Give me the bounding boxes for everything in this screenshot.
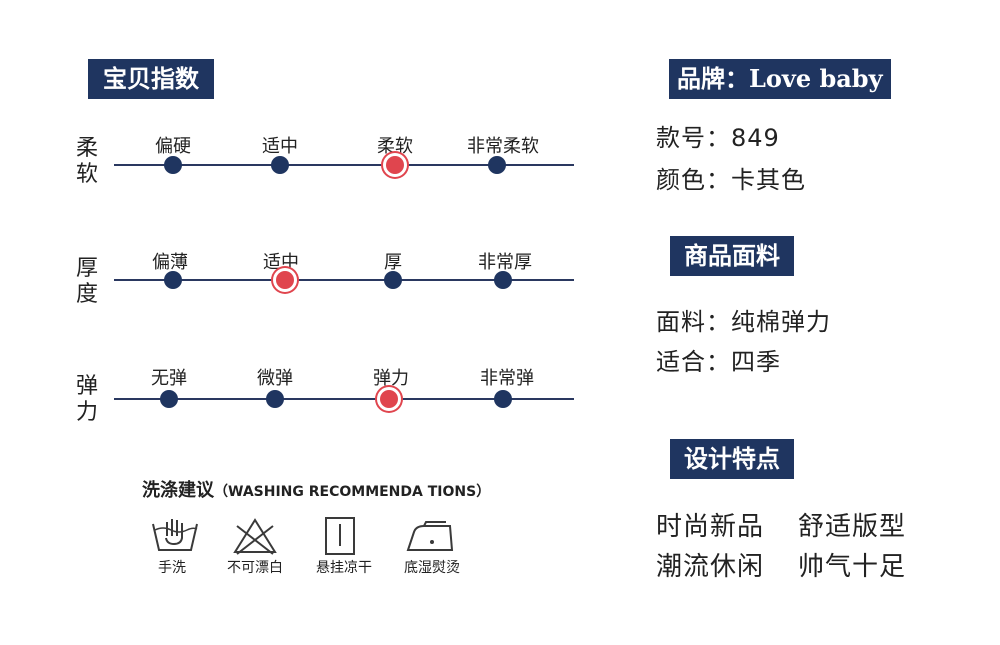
thickness-scale-line <box>114 279 574 281</box>
thickness-dot-3 <box>384 271 402 289</box>
design-feature-1: 时尚新品 <box>656 512 765 542</box>
elasticity-level-1: 无弹 <box>151 368 187 389</box>
softness-level-2: 适中 <box>262 136 298 157</box>
thickness-dot-4 <box>494 271 512 289</box>
fabric-material: 面料：纯棉弹力 <box>656 308 831 336</box>
softness-level-3: 柔软 <box>377 136 413 157</box>
fabric-title: 商品面料 <box>670 236 794 276</box>
hand-wash-icon <box>152 519 198 551</box>
softness-level-4: 非常柔软 <box>467 136 539 157</box>
thickness-dot-selected <box>276 271 294 289</box>
elasticity-scale-line <box>114 398 574 400</box>
thickness-level-2: 适中 <box>263 252 299 273</box>
thickness-level-4: 非常厚 <box>478 252 532 273</box>
thickness-level-3: 厚 <box>384 252 402 273</box>
softness-level-1: 偏硬 <box>155 136 191 157</box>
wash-label-no-bleach: 不可漂白 <box>227 560 283 576</box>
softness-dot-selected <box>386 156 404 174</box>
elasticity-level-4: 非常弹 <box>480 368 534 389</box>
elasticity-level-3: 弹力 <box>373 368 409 389</box>
row-label-elasticity: 弹力 <box>75 374 98 425</box>
elasticity-dot-selected <box>380 390 398 408</box>
washing-title: 洗涤建议（WASHING RECOMMENDA TIONS） <box>142 480 491 501</box>
row-label-softness: 柔软 <box>75 136 98 187</box>
softness-dot-1 <box>164 156 182 174</box>
iron-low-icon <box>406 521 454 551</box>
softness-dot-2 <box>271 156 289 174</box>
model-number: 款号：849 <box>656 124 780 152</box>
row-label-thickness: 厚度 <box>75 256 98 307</box>
brand-badge: 品牌：Love baby <box>669 59 891 99</box>
design-title: 设计特点 <box>670 439 794 479</box>
product-color: 颜色：卡其色 <box>656 166 806 194</box>
thickness-dot-1 <box>164 271 182 289</box>
wash-label-iron: 底湿熨烫 <box>404 560 460 576</box>
thickness-level-1: 偏薄 <box>152 252 188 273</box>
elasticity-level-2: 微弹 <box>257 368 293 389</box>
no-bleach-icon <box>233 518 277 555</box>
design-feature-4: 帅气十足 <box>798 552 907 582</box>
softness-dot-4 <box>488 156 506 174</box>
brand-name: Love baby <box>749 64 883 93</box>
elasticity-dot-2 <box>266 390 284 408</box>
elasticity-dot-4 <box>494 390 512 408</box>
softness-scale-line <box>114 164 574 166</box>
fabric-season: 适合：四季 <box>656 348 781 376</box>
hang-dry-icon <box>325 517 355 555</box>
elasticity-dot-1 <box>160 390 178 408</box>
index-title: 宝贝指数 <box>88 59 214 99</box>
design-feature-2: 舒适版型 <box>798 512 907 542</box>
wash-label-hang-dry: 悬挂凉干 <box>316 560 372 576</box>
design-feature-3: 潮流休闲 <box>656 552 765 582</box>
wash-label-hand: 手洗 <box>158 560 186 576</box>
